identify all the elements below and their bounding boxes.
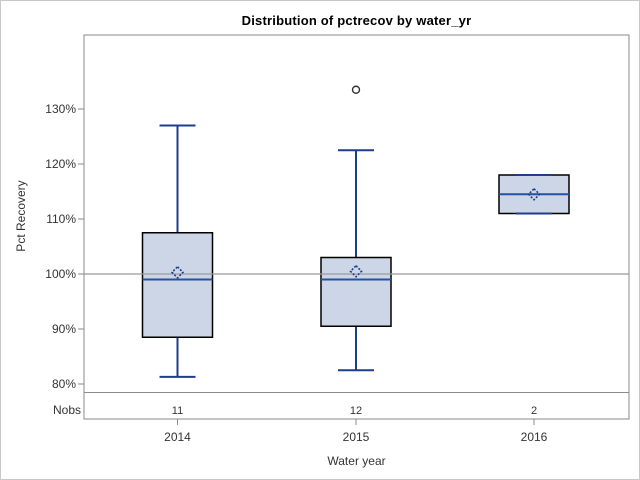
mean-diamond-2016: [527, 187, 541, 201]
chart-title: Distribution of pctrecov by water_yr: [241, 13, 472, 28]
x-tick-label-2014: 2014: [164, 430, 191, 444]
y-tick-label-120: 120%: [45, 157, 76, 171]
nobs-value-2015: 12: [350, 405, 362, 417]
nobs-row-label: Nobs: [52, 403, 81, 417]
y-tick-label-90: 90%: [52, 322, 76, 336]
x-axis-title: Water year: [327, 454, 386, 468]
box-2015: [320, 256, 392, 327]
y-tick-label-80: 80%: [52, 377, 76, 391]
nobs-value-2014: 11: [172, 405, 183, 417]
x-tick-label-2015: 2015: [343, 430, 370, 444]
mean-diamond-2015: [349, 264, 363, 278]
mean-diamond-2014: [170, 265, 185, 279]
y-tick-label-110: 110%: [46, 212, 76, 226]
box-2014: [141, 232, 214, 338]
nobs-value-2016: 2: [531, 405, 537, 417]
y-tick-label-100: 100%: [45, 267, 76, 281]
outlier-marker-2015: [351, 85, 361, 94]
x-tick-label-2016: 2016: [521, 430, 548, 444]
y-tick-label-130: 130%: [45, 102, 76, 116]
